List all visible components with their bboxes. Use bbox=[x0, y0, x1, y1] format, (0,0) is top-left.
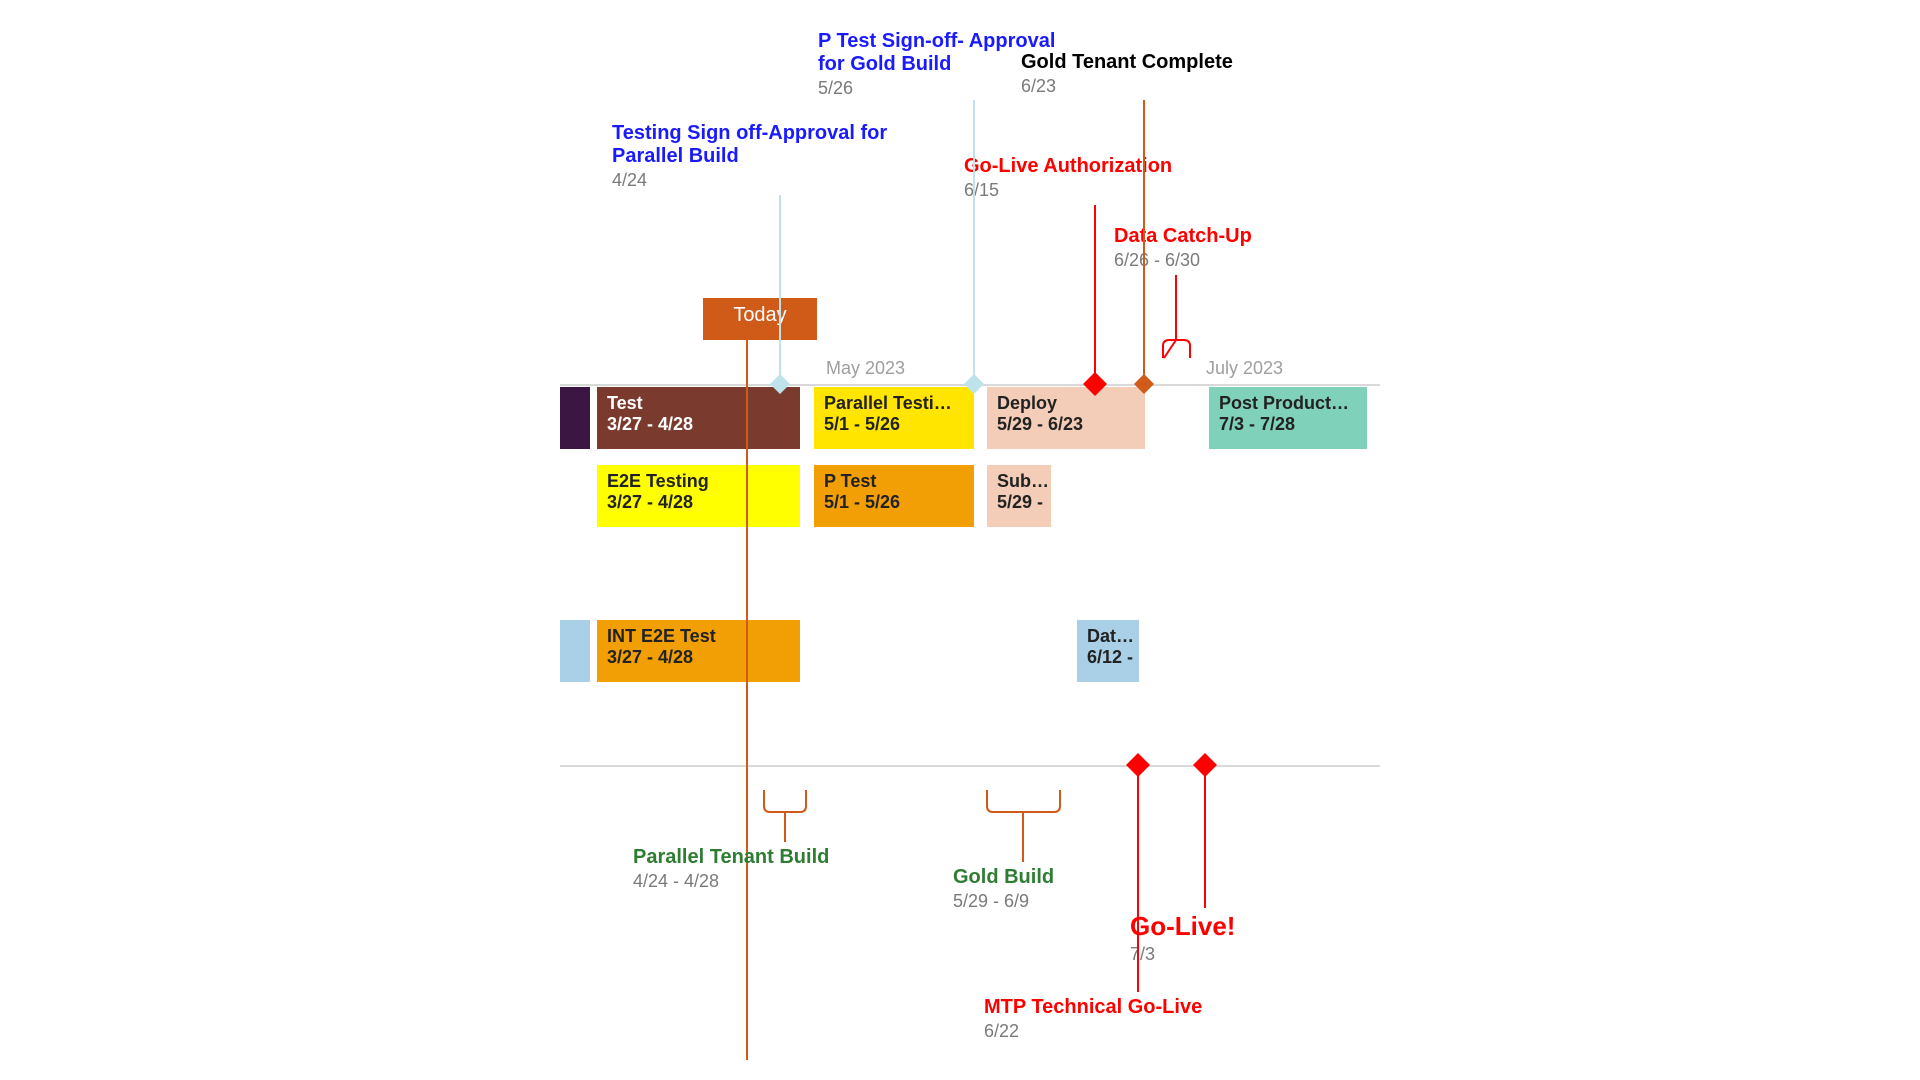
callout-testing-signoff: Testing Sign off-Approval for Parallel B… bbox=[612, 122, 892, 191]
task-title: Post Product… bbox=[1219, 393, 1357, 414]
task-postprod: Post Product…7/3 - 7/28 bbox=[1209, 387, 1367, 449]
task-test: Test3/27 - 4/28 bbox=[597, 387, 800, 449]
axis-top bbox=[560, 384, 1380, 386]
task-title: Deploy bbox=[997, 393, 1135, 414]
task-phase-stub bbox=[560, 387, 590, 449]
callout-title: Go-Live Authorization bbox=[964, 155, 1224, 178]
task-dates: 5/1 - 5/26 bbox=[824, 414, 964, 435]
callout-date: 6/15 bbox=[964, 180, 1224, 201]
callout-title: Parallel Tenant Build bbox=[633, 846, 893, 869]
task-e2e: E2E Testing3/27 - 4/28 bbox=[597, 465, 800, 527]
callout-title: Go-Live! bbox=[1130, 912, 1330, 942]
callout-date: 4/24 bbox=[612, 170, 892, 191]
axis-bottom bbox=[560, 765, 1380, 767]
task-title: Dat… bbox=[1087, 626, 1129, 647]
task-title: P Test bbox=[824, 471, 964, 492]
callout-golive-auth: Go-Live Authorization6/15 bbox=[964, 155, 1224, 201]
month-label: May 2023 bbox=[826, 358, 905, 379]
task-title: E2E Testing bbox=[607, 471, 790, 492]
callout-title: Data Catch-Up bbox=[1114, 225, 1314, 248]
task-deploy: Deploy5/29 - 6/23 bbox=[987, 387, 1145, 449]
today-line bbox=[746, 332, 748, 1060]
task-title: Parallel Testi… bbox=[824, 393, 964, 414]
task-data: Dat…6/12 - bbox=[1077, 620, 1139, 682]
callout-date: 7/3 bbox=[1130, 944, 1330, 965]
task-dates: 3/27 - 4/28 bbox=[607, 492, 790, 513]
task-title: INT E2E Test bbox=[607, 626, 790, 647]
task-dates: 6/12 - bbox=[1087, 647, 1129, 668]
callout-date: 6/22 bbox=[984, 1021, 1264, 1042]
task-ptesting: Parallel Testi…5/1 - 5/26 bbox=[814, 387, 974, 449]
callout-gold-build: Gold Build5/29 - 6/9 bbox=[953, 866, 1153, 912]
callout-date: 6/23 bbox=[1021, 76, 1301, 97]
callout-title: Testing Sign off-Approval for Parallel B… bbox=[612, 122, 892, 168]
task-ptest: P Test5/1 - 5/26 bbox=[814, 465, 974, 527]
today-flag: Today bbox=[703, 298, 817, 340]
task-stub3 bbox=[560, 620, 590, 682]
callout-parallel-build: Parallel Tenant Build4/24 - 4/28 bbox=[633, 846, 893, 892]
callout-title: MTP Technical Go-Live bbox=[984, 996, 1264, 1019]
task-dates: 5/29 - 6/23 bbox=[997, 414, 1135, 435]
callout-mtp-golive: MTP Technical Go-Live6/22 bbox=[984, 996, 1264, 1042]
task-dates: 5/29 - bbox=[997, 492, 1041, 513]
callout-date: 5/29 - 6/9 bbox=[953, 891, 1153, 912]
task-sub: Sub…5/29 - bbox=[987, 465, 1051, 527]
today-label: Today bbox=[733, 304, 786, 326]
overlay-svg bbox=[0, 0, 1920, 1080]
callout-gold-tenant: Gold Tenant Complete6/23 bbox=[1021, 51, 1301, 97]
task-title: Test bbox=[607, 393, 790, 414]
callout-data-catchup: Data Catch-Up6/26 - 6/30 bbox=[1114, 225, 1314, 271]
task-dates: 7/3 - 7/28 bbox=[1219, 414, 1357, 435]
task-dates: 3/27 - 4/28 bbox=[607, 414, 790, 435]
task-title: Sub… bbox=[997, 471, 1041, 492]
task-dates: 3/27 - 4/28 bbox=[607, 647, 790, 668]
callout-go-live: Go-Live!7/3 bbox=[1130, 912, 1330, 965]
callout-title: Gold Tenant Complete bbox=[1021, 51, 1301, 74]
task-dates: 5/1 - 5/26 bbox=[824, 492, 964, 513]
callout-date: 4/24 - 4/28 bbox=[633, 871, 893, 892]
callout-title: Gold Build bbox=[953, 866, 1153, 889]
task-inte2e: INT E2E Test3/27 - 4/28 bbox=[597, 620, 800, 682]
month-label: July 2023 bbox=[1206, 358, 1283, 379]
timeline-chart: { "canvas": { "width": 1920, "height": 1… bbox=[0, 0, 1920, 1080]
callout-date: 6/26 - 6/30 bbox=[1114, 250, 1314, 271]
